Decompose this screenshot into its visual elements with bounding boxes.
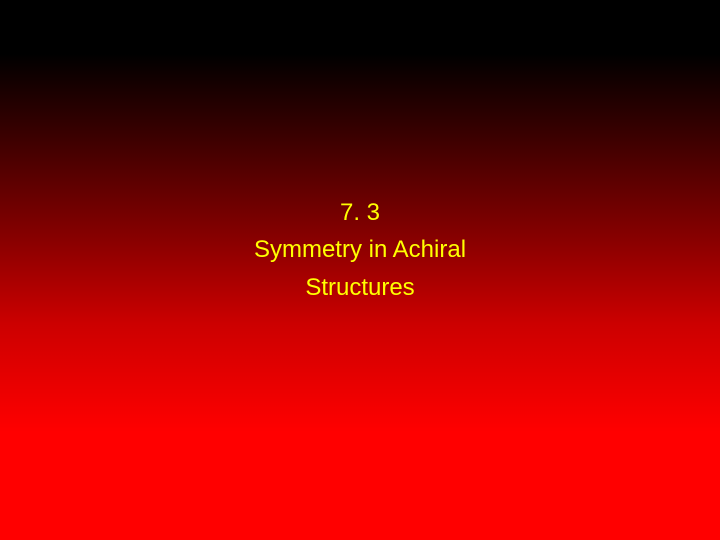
slide-title-block: 7. 3 Symmetry in Achiral Structures <box>254 194 466 306</box>
title-line-1: Symmetry in Achiral <box>254 231 466 268</box>
title-line-2: Structures <box>254 269 466 306</box>
section-number: 7. 3 <box>254 194 466 231</box>
